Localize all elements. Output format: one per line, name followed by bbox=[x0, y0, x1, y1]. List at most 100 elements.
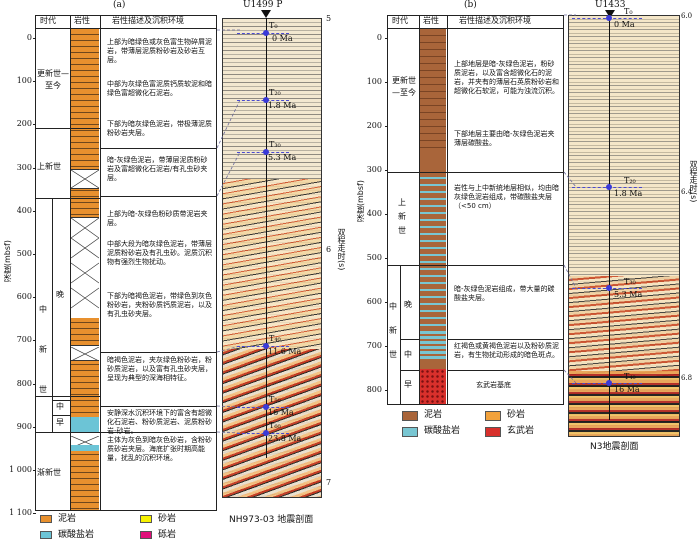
panel-a-desc-3: 下部为暗灰绿色泥岩，带极薄泥质粉砂岩夹层。 bbox=[107, 120, 212, 137]
panel-a-era-holocene: 更新世—至今 bbox=[37, 69, 69, 90]
panel-a-horizon-name: T₂₀ bbox=[269, 88, 281, 97]
panel-a-site-label: U1499 P bbox=[243, 0, 283, 10]
panel-a-depth-tick-label: 500 bbox=[16, 249, 32, 258]
panel-b-depth-tick-label: 400 bbox=[366, 209, 382, 218]
panel-b-depth-tick-mark bbox=[385, 126, 388, 127]
panel-b-horizon-dot bbox=[606, 15, 612, 21]
panel-a-legend-swatch bbox=[40, 515, 52, 523]
panel-b-era-late: 晚 bbox=[404, 300, 412, 309]
panel-a-era-late: 晚 bbox=[56, 290, 64, 299]
panel-b-header-era: 时代 bbox=[392, 16, 408, 25]
panel-a-depth-tick-mark bbox=[33, 38, 36, 39]
panel-b-legend-swatch bbox=[485, 411, 501, 421]
panel-a-depth-tick-mark bbox=[33, 383, 36, 385]
panel-a-legend-label: 泥岩 bbox=[58, 514, 77, 524]
panel-a-column-frame bbox=[35, 15, 217, 511]
panel-b-header-desc: 岩性描述及沉积环境 bbox=[459, 16, 531, 25]
panel-a-depth-tick-label: 300 bbox=[16, 162, 32, 172]
panel-a-legend-swatch bbox=[140, 531, 152, 539]
panel-a-legend-label: 砾岩 bbox=[158, 530, 177, 540]
panel-a-depth-tick-mark bbox=[33, 124, 36, 126]
panel-a-desc-1: 上部为暗绿色或灰色富生物碎屑泥岩，带薄层泥质粉砂岩及砂岩互层。 bbox=[107, 38, 212, 64]
panel-b-horizon-dot bbox=[606, 380, 612, 386]
panel-a-twt-tick-2: 6 bbox=[326, 245, 332, 254]
panel-a-desc-4: 暗-灰绿色泥岩，带薄层泥质粉砂岩及富超微化石泥岩/有孔虫砂夹层。 bbox=[107, 156, 208, 182]
panel-b-legend-swatch bbox=[402, 411, 418, 421]
panel-b-depth-tick-label: 0 bbox=[376, 33, 382, 42]
panel-a-depth-tick-mark bbox=[33, 297, 36, 299]
panel-b-profile-caption: N3地震剖面 bbox=[590, 442, 639, 452]
panel-a-depth-tick-label: 700 bbox=[16, 335, 32, 345]
panel-b-horizon-age: 5.3 Ma bbox=[614, 290, 643, 299]
panel-b-era-miocene: 中新世 bbox=[389, 302, 397, 359]
panel-b-desc-3: 岩性与上中新统地层相似，均由暗灰绿色泥岩组成，带碳酸盐夹层（<50 cm） bbox=[454, 184, 559, 210]
panel-b-depth-tick-label: 500 bbox=[366, 253, 382, 262]
panel-b-depth-tick-label: 700 bbox=[366, 341, 382, 350]
panel-a-depth-tick-label: 1 100 bbox=[9, 508, 32, 518]
panel-a-depth-tick-mark bbox=[33, 210, 36, 212]
panel-a-profile-caption: NH973-03 地震剖面 bbox=[229, 515, 314, 525]
panel-a-depth-tick-mark bbox=[33, 513, 36, 515]
panel-b-depth-tick-mark bbox=[385, 258, 388, 259]
panel-a-depth-tick-label: 1 000 bbox=[9, 465, 32, 474]
panel-a-desc-6: 中部大段为暗灰绿色泥岩，带薄层泥质粉砂岩及有孔虫砂。泥质沉积物有强烈生物扰动。 bbox=[107, 240, 212, 266]
panel-b-borehole-line bbox=[609, 15, 610, 420]
panel-a-horizon-dot bbox=[263, 97, 269, 103]
panel-b-seismic-profile bbox=[568, 15, 680, 437]
panel-a-depth-tick-mark bbox=[33, 254, 36, 255]
panel-a-era-pliocene: 上新世 bbox=[37, 162, 61, 171]
panel-b-letter: (b) bbox=[464, 0, 477, 10]
panel-b-horizon-age: 0 Ma bbox=[614, 20, 635, 29]
panel-b-horizon-dot bbox=[606, 285, 612, 291]
panel-a-horizon-age: 1.8 Ma bbox=[268, 101, 297, 110]
panel-b-legend-label: 泥岩 bbox=[424, 410, 443, 420]
panel-b-site-label: U1433 bbox=[595, 0, 626, 10]
panel-a-horizon-dot bbox=[263, 343, 269, 349]
panel-a-header-lith: 岩性 bbox=[74, 16, 90, 25]
panel-b-horizon-name: T₃₀ bbox=[624, 277, 636, 286]
panel-a-depth-tick-mark bbox=[33, 426, 36, 428]
panel-a-era-middle: 中 bbox=[56, 402, 64, 411]
panel-a-horizon-age: 16 Ma bbox=[268, 408, 294, 417]
panel-b-depth-tick-mark bbox=[385, 38, 388, 39]
panel-a-depth-tick-label: 800 bbox=[16, 378, 32, 388]
panel-a-horizon-age: 0 Ma bbox=[272, 34, 293, 43]
panel-a-twt-axis-label: 双程走时(s) bbox=[337, 228, 346, 271]
panel-b-site-marker bbox=[605, 10, 615, 18]
panel-a-horizon-dot bbox=[263, 430, 269, 436]
panel-b-depth-tick-label: 100 bbox=[366, 77, 382, 86]
panel-a-depth-tick-label: 400 bbox=[16, 205, 32, 215]
panel-b-desc-2: 下部地层主要由暗-灰绿色泥岩夹薄层碳酸盐。 bbox=[454, 130, 555, 147]
panel-a-horizon-name: T₆₀ bbox=[269, 421, 281, 430]
panel-a-legend-label: 碳酸盐岩 bbox=[58, 530, 95, 540]
panel-b-twt-tick-3: 6.8 bbox=[681, 374, 693, 382]
panel-a-site-marker bbox=[261, 10, 271, 18]
panel-a-depth-tick-label: 600 bbox=[16, 292, 32, 302]
panel-a-depth-tick-label: 200 bbox=[16, 119, 32, 129]
panel-b-era-pliocene: 上新世 bbox=[398, 198, 406, 235]
panel-a-horizon-age: 23.8 Ma bbox=[268, 434, 302, 443]
panel-a-borehole-line bbox=[266, 18, 267, 458]
panel-a-horizon-name: T₃₀ bbox=[269, 140, 281, 149]
panel-b-desc-1: 上部地层是暗-灰绿色泥岩，粉砂质泥岩，以及富含超微化石的泥岩，并夹有的薄层石英质… bbox=[454, 60, 559, 95]
panel-a-depth-tick-mark bbox=[33, 81, 36, 83]
panel-b-header-lith: 岩性 bbox=[423, 16, 439, 25]
panel-a-depth-tick-label: 900 bbox=[16, 421, 32, 431]
panel-b-desc-5: 红褐色或黄褐色泥岩以及粉砂质泥岩，有生物扰动形成的暗色斑点。 bbox=[454, 342, 559, 359]
panel-b-column-frame bbox=[387, 15, 564, 405]
panel-a-depth-tick-mark bbox=[33, 167, 36, 169]
panel-a-header-era: 时代 bbox=[40, 16, 56, 25]
panel-a-depth-tick-label: 0 bbox=[26, 33, 32, 42]
panel-b-horizon-age: 1.8 Ma bbox=[614, 189, 643, 198]
panel-b-depth-tick-mark bbox=[385, 302, 388, 303]
panel-b-horizon-name: T₄₀ bbox=[624, 372, 636, 381]
panel-b-depth-tick-mark bbox=[385, 82, 388, 83]
panel-a-horizon-name: T₄₀ bbox=[269, 334, 281, 343]
panel-a-horizon-dot bbox=[263, 30, 269, 36]
panel-b-horizon-dot bbox=[606, 184, 612, 190]
panel-b-depth-tick-label: 600 bbox=[366, 297, 382, 306]
panel-a-horizon-dot bbox=[263, 149, 269, 155]
panel-a-horizon-dot bbox=[263, 404, 269, 410]
